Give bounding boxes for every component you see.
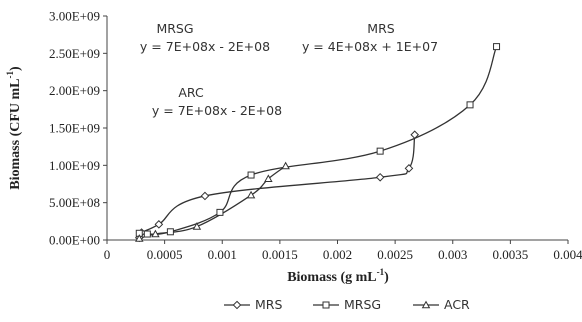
data-point-mrsg (216, 208, 224, 216)
x-tick-label: 0.0005 (147, 247, 183, 262)
annotation-arc-title: ARC (178, 85, 204, 100)
y-axis-title: Biomass (CFU mL-1) (5, 66, 23, 190)
series-line-mrs (138, 134, 416, 239)
annotation-mrs-title: MRS (367, 21, 394, 36)
x-tick-label: 0.0015 (262, 247, 298, 262)
data-point-mrs (154, 220, 164, 229)
annotation-arc-equation: y = 7E+08x - 2E+08 (152, 103, 282, 118)
data-point-acr (135, 234, 144, 242)
legend-label-acr: ACR (444, 297, 470, 312)
data-point-mrsg (376, 147, 384, 155)
data-point-acr (246, 190, 256, 199)
legend-marker-acr (421, 300, 431, 309)
x-tick-label: 0 (104, 247, 111, 262)
series-line-mrsg (139, 46, 498, 235)
legend-label-mrs: MRS (255, 297, 282, 312)
data-point-mrsg (143, 230, 151, 238)
x-tick-label: 0.002 (323, 247, 352, 262)
data-point-mrsg (466, 101, 474, 109)
annotation-mrsg-equation: y = 7E+08x - 2E+08 (140, 39, 270, 54)
data-point-acr (281, 161, 290, 170)
legend-label-mrsg: MRSG (344, 297, 381, 312)
annotation-mrs-equation: y = 4E+08x + 1E+07 (302, 39, 438, 54)
data-point-mrs (404, 164, 414, 173)
data-point-acr (151, 229, 160, 238)
data-point-acr (192, 222, 202, 230)
y-tick-label: 0.00E+00 (49, 233, 100, 248)
legend: MRS MRSG ACR (224, 297, 470, 312)
x-tick-label: 0.0035 (493, 247, 529, 262)
x-tick-label: 0.0025 (377, 247, 413, 262)
x-tick-label: 0.001 (208, 247, 237, 262)
y-tick-label: 3.00E+09 (49, 9, 100, 24)
data-point-mrsg (493, 43, 501, 51)
series-line-acr (139, 165, 287, 240)
data-point-mrsg (247, 171, 255, 179)
data-point-mrs (410, 130, 420, 140)
annotation-mrsg-title: MRSG (156, 21, 193, 36)
y-tick-label: 1.00E+09 (49, 158, 100, 173)
y-tick-label: 5.00E+08 (49, 195, 100, 210)
x-tick-label: 0.003 (438, 247, 467, 262)
data-point-acr (264, 174, 273, 182)
legend-marker-mrsg (322, 301, 330, 309)
x-axis-title: Biomass (g mL-1) (287, 267, 389, 285)
y-tick-label: 1.50E+09 (49, 121, 100, 136)
y-tick-label: 2.50E+09 (49, 46, 100, 61)
x-tick-label: 0.004 (553, 247, 582, 262)
legend-marker-mrs (232, 300, 242, 310)
data-point-mrsg (166, 228, 174, 236)
y-tick-label: 2.00E+09 (49, 83, 100, 98)
data-point-mrs (375, 172, 385, 182)
data-point-mrs (200, 191, 210, 201)
